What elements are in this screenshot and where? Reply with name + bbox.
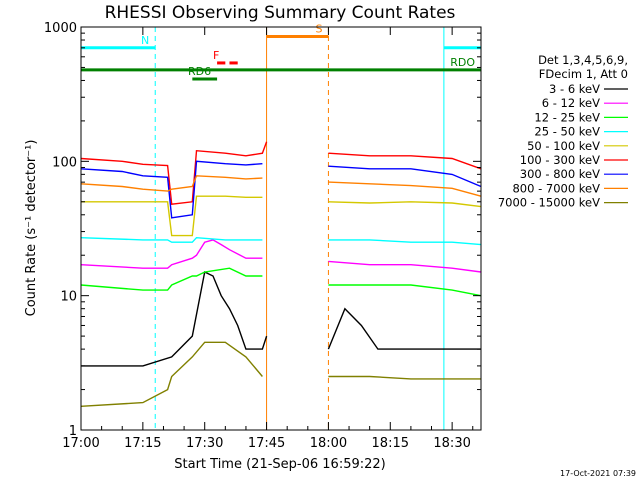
legend-entry-1: 3 - 6 keV [549,82,600,96]
series-line-8-part-1 [80,175,263,192]
flag-bars: N S F RDO RD6 [81,22,481,81]
series-line-4-part-1 [80,236,263,243]
flag-f-label: F [213,49,219,62]
legend-header-line-1: Det 1,3,4,5,6,9, [538,53,628,67]
series-line-5-part-1 [81,195,263,237]
x-tick-label-1: 17:00 [62,436,99,451]
axis-ticks: 17:00 17:15 17:30 17:45 18:00 18:15 18:30 1 10 10… [44,21,481,451]
legend-entry-4: 25 - 50 keV [534,125,600,139]
series-line-7-part-2 [328,165,482,188]
flag-rd6-label: RD6 [188,65,211,78]
plot-area [80,27,482,430]
x-tick-label-4: 17:45 [248,436,285,451]
series-line-4-part-2 [328,239,482,246]
flag-n-label: N [141,34,149,47]
x-tick-label-6: 18:15 [372,436,409,451]
series-line-6-part-2 [328,152,482,170]
series-line-5-part-2 [328,201,482,208]
legend-entry-3: 12 - 25 keV [534,110,600,124]
x-tick-label-5: 18:00 [310,436,347,451]
y-tick-label-2: 10 [60,290,77,305]
y-tick-label-1: 1 [69,424,77,439]
x-axis-label: Start Time (21-Sep-06 16:59:22) [174,457,385,472]
legend-header-line-2: FDecim 1, Att 0 [539,67,628,81]
series-line-1-part-2 [327,307,481,350]
series-line-1-part-1 [81,270,268,367]
x-tick-label-3: 17:30 [186,436,223,451]
y-axis-label: Count Rate (s⁻¹ detector⁻¹) [24,140,39,317]
legend-entry-2: 6 - 12 keV [542,96,600,110]
legend-entry-7: 300 - 800 keV [520,167,600,181]
series-lines [80,141,482,407]
series-line-6-part-1 [80,141,268,205]
legend-entry-8: 800 - 7000 keV [512,181,600,195]
series-line-9-part-1 [80,341,263,407]
legend-entry-6: 100 - 300 keV [520,153,600,167]
series-line-3-part-1 [80,267,263,291]
series-line-2-part-1 [80,239,263,269]
footer-timestamp: 17-Oct-2021 07:39 [560,469,636,478]
series-line-3-part-2 [328,284,482,297]
y-tick-label-4: 1000 [44,21,77,36]
x-tick-label-2: 17:15 [124,436,161,451]
series-line-7-part-1 [80,160,263,219]
legend: Det 1,3,4,5,6,9, FDecim 1, Att 0 3 - 6 k… [498,53,628,210]
x-tick-label-7: 18:30 [433,436,470,451]
chart-title: RHESSI Observing Summary Count Rates [105,3,456,23]
y-tick-label-3: 100 [52,155,77,170]
legend-entry-9: 7000 - 15000 keV [498,196,600,210]
series-line-2-part-2 [328,260,482,273]
legend-entry-5: 50 - 100 keV [527,139,600,153]
flag-s-label: S [315,22,322,35]
plot-frame [80,26,482,431]
flag-rdo-label: RDO [450,56,475,69]
series-line-9-part-2 [328,375,481,380]
series-line-8-part-2 [328,181,482,197]
